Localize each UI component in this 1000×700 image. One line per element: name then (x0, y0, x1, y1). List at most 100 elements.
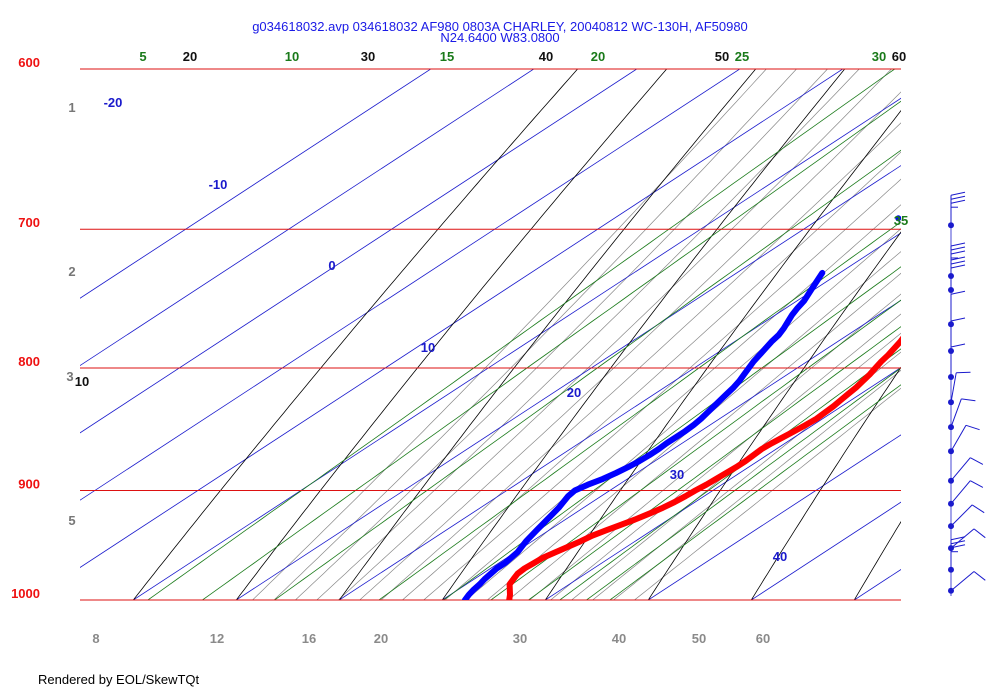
dry-adiabat-line-1 (235, 69, 668, 600)
dewpoint-profile (461, 269, 826, 600)
wind-barb-13 (948, 536, 966, 573)
wind-barb-8 (948, 424, 980, 455)
isotherm-line-12 (853, 568, 901, 600)
mixing-ratio-line-7 (559, 348, 901, 600)
dry-adiabat-line-2 (338, 69, 757, 600)
height-label-3: 3 (66, 369, 73, 384)
isotherm-line-2 (80, 69, 638, 434)
dry-adiabat-label-50: 50 (715, 49, 729, 64)
dry-adiabat-line-3 (441, 69, 846, 600)
moist-adiabat-line-2 (294, 69, 828, 600)
wind-barb-2 (948, 256, 966, 293)
isotherm-label-40: 40 (773, 549, 787, 564)
moist-adiabat-line-15 (571, 332, 901, 600)
dry-adiabat-label-20: 20 (183, 49, 197, 64)
mixing-ratio-line-2 (273, 149, 901, 600)
dry-adiabat-label-10: 10 (75, 374, 89, 389)
dry-adiabat-line-8 (929, 0, 1000, 651)
mixing-ratio-line-4 (442, 266, 901, 600)
bottom-temp-label-16: 16 (302, 631, 316, 646)
isotherm-line-0 (80, 69, 432, 299)
isotherm-label-20: 20 (567, 385, 581, 400)
profile-series (461, 215, 901, 600)
isotherm-label-30: 30 (670, 467, 684, 482)
moist-adiabat-line-16 (592, 351, 901, 600)
moist-adiabat-line-6 (380, 122, 901, 600)
isotherm-line-3 (80, 69, 741, 501)
moist-adiabat-line-5 (359, 91, 901, 600)
isotherm-line-1 (80, 69, 535, 367)
mixing-ratio-line-1 (201, 100, 901, 600)
wind-barb-6 (948, 371, 971, 406)
mixing-ratio-label-30: 30 (872, 49, 886, 64)
isotherm-label--20: -20 (104, 95, 123, 110)
mixing-ratio-line-3 (378, 221, 901, 600)
mixing-ratio-label-5: 5 (139, 49, 146, 64)
bottom-temp-label-30: 30 (513, 631, 527, 646)
wind-barb-14 (948, 571, 986, 594)
grid-lines (80, 0, 1000, 651)
dry-adiabat-label-30: 30 (361, 49, 375, 64)
wind-barb-3 (948, 290, 966, 328)
height-label-1: 1 (68, 100, 75, 115)
bottom-temp-label-20: 20 (374, 631, 388, 646)
isotherm-label-10: 10 (421, 340, 435, 355)
mixing-ratio-label-25: 25 (735, 49, 749, 64)
dry-adiabat-label-60: 60 (892, 49, 906, 64)
isotherm-line-4 (80, 69, 844, 568)
moist-adiabat-line-3 (316, 69, 860, 600)
dry-adiabat-label-40: 40 (539, 49, 553, 64)
isotherm-line-5 (132, 97, 901, 600)
isotherm-line-6 (235, 165, 901, 600)
mixing-ratio-line-0 (147, 69, 896, 600)
height-label-5: 5 (68, 513, 75, 528)
renderer-credit: Rendered by EOL/SkewTQt (38, 672, 200, 687)
mixing-ratio-label-35: 35 (894, 213, 908, 228)
wind-barb-0 (948, 191, 966, 229)
pressure-label-800: 800 (18, 354, 40, 369)
mixing-ratio-line-5 (490, 299, 901, 600)
wind-barb-5 (948, 343, 966, 380)
wind-barb-12 (948, 528, 986, 552)
bottom-temp-label-60: 60 (756, 631, 770, 646)
moist-adiabat-line-0 (252, 69, 767, 600)
mixing-ratio-line-9 (609, 384, 901, 600)
pressure-label-900: 900 (18, 477, 40, 492)
pressure-label-700: 700 (18, 215, 40, 230)
wind-barb-10 (948, 480, 984, 507)
mixing-ratio-label-10: 10 (285, 49, 299, 64)
temperature-profile (506, 335, 901, 600)
dry-adiabat-line-4 (544, 109, 901, 600)
isobars (80, 68, 901, 601)
pressure-label-1000: 1000 (11, 586, 40, 601)
moist-adiabat-line-10 (465, 228, 901, 600)
pressure-label-600: 600 (18, 55, 40, 70)
isotherm-label--10: -10 (209, 177, 228, 192)
wind-barb-11 (948, 504, 985, 530)
wind-barbs (948, 191, 986, 596)
height-label-2: 2 (68, 264, 75, 279)
dewpoint-isolated-point (895, 215, 901, 222)
isotherm-line-10 (647, 434, 901, 600)
isotherm-line-9 (544, 367, 901, 600)
dry-adiabat-line-6 (750, 366, 901, 600)
chart-title-line2: N24.6400 W83.0800 (440, 30, 559, 45)
dry-adiabat-line-0 (132, 69, 579, 600)
isotherm-line-8 (441, 299, 901, 600)
bottom-temp-label-12: 12 (210, 631, 224, 646)
bottom-temp-label-40: 40 (612, 631, 626, 646)
moist-adiabat-line-18 (633, 387, 901, 600)
wind-barb-7 (948, 398, 976, 431)
bottom-temp-label-50: 50 (692, 631, 706, 646)
dry-adiabat-line-7 (853, 521, 901, 600)
wind-barb-9 (948, 457, 984, 484)
isotherm-line-11 (750, 501, 901, 600)
mixing-ratio-label-15: 15 (440, 49, 454, 64)
isotherm-line-7 (338, 232, 901, 600)
moist-adiabat-line-8 (423, 178, 901, 600)
mixing-ratio-line-6 (527, 326, 901, 600)
chart-title-line1: g034618032.avp 034618032 AF980 0803A CHA… (252, 19, 748, 34)
moist-adiabat-line-12 (507, 272, 901, 600)
